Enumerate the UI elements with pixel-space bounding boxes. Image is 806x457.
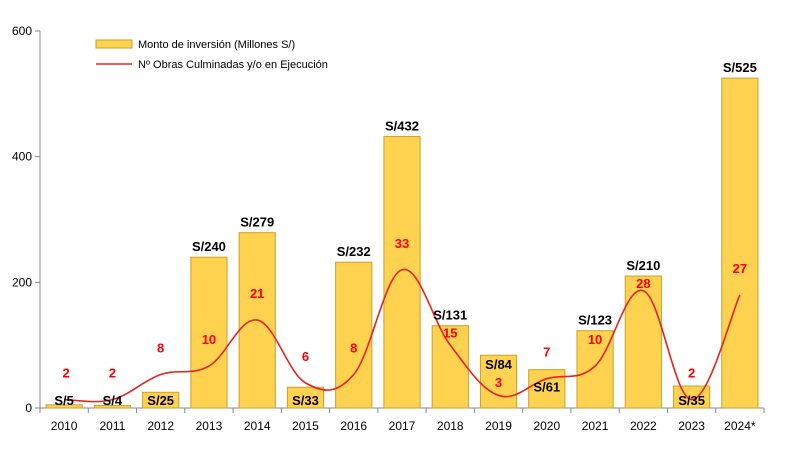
line-label: 21 (250, 286, 264, 301)
x-tick-label: 2021 (582, 419, 609, 433)
bar-label: S/525 (723, 60, 757, 75)
y-tick-label: 200 (12, 275, 32, 289)
x-tick-label: 2020 (533, 419, 560, 433)
x-tick-label: 2023 (678, 419, 705, 433)
x-tick-label: 2022 (630, 419, 657, 433)
bar-label: S/33 (292, 393, 319, 408)
bar-label: S/279 (240, 215, 274, 230)
x-tick-label: 2010 (51, 419, 78, 433)
line-label: 3 (495, 375, 502, 390)
x-tick-label: 2011 (99, 419, 125, 433)
bar-label: S/432 (385, 119, 419, 134)
x-tick-label: 2024* (724, 419, 756, 433)
bar-label: S/240 (192, 239, 226, 254)
line-label: 2 (109, 366, 116, 381)
bar-label: S/61 (533, 380, 560, 395)
bar-label: S/5 (54, 393, 74, 408)
line-label: 8 (157, 340, 164, 355)
legend-bar-swatch (96, 40, 132, 48)
bar-label: S/4 (103, 393, 123, 408)
x-tick-label: 2019 (485, 419, 512, 433)
line-label: 28 (636, 276, 650, 291)
x-tick-label: 2018 (437, 419, 464, 433)
x-tick-label: 2015 (292, 419, 319, 433)
y-tick-label: 400 (12, 150, 32, 164)
line-label: 27 (733, 261, 747, 276)
y-tick-label: 0 (25, 401, 32, 415)
x-tick-label: 2014 (244, 419, 271, 433)
bar-label: S/123 (578, 313, 612, 328)
line-label: 6 (302, 349, 309, 364)
line-label: 8 (350, 340, 357, 355)
bar-label: S/210 (626, 258, 660, 273)
bar-label: S/84 (485, 357, 513, 372)
bar (625, 276, 661, 408)
x-tick-label: 2017 (389, 419, 416, 433)
line-label: 7 (543, 345, 550, 360)
x-tick-label: 2016 (340, 419, 367, 433)
bar-label: S/131 (433, 308, 467, 323)
bar-label: S/35 (678, 393, 705, 408)
x-tick-label: 2012 (147, 419, 174, 433)
bar (384, 137, 420, 408)
bar (722, 78, 758, 408)
legend-bar-label: Monto de inversión (Millones S/) (138, 39, 295, 51)
line-label: 33 (395, 236, 409, 251)
line-label: 2 (63, 366, 70, 381)
bar-label: S/25 (147, 393, 174, 408)
y-tick-label: 600 (12, 24, 32, 38)
legend-line-label: Nº Obras Culminadas y/o en Ejecución (138, 59, 328, 71)
x-tick-label: 2013 (196, 419, 223, 433)
legend: Monto de inversión (Millones S/) Nº Obra… (96, 39, 328, 71)
line-label: 2 (688, 366, 695, 381)
bar-label: S/232 (337, 244, 371, 259)
line-label: 10 (202, 332, 216, 347)
line-label: 15 (443, 326, 457, 341)
line-label: 10 (588, 332, 602, 347)
